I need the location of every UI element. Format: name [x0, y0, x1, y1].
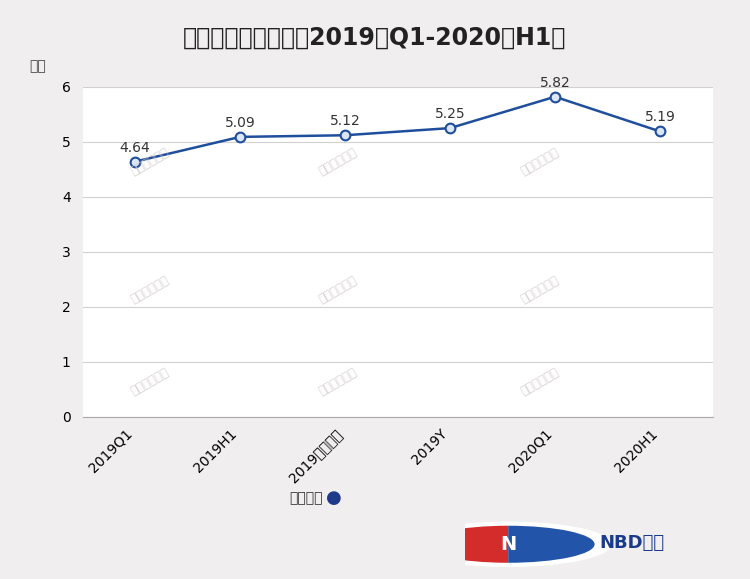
- Text: 万户: 万户: [29, 60, 46, 74]
- Text: 4.64: 4.64: [120, 141, 150, 155]
- Text: N: N: [500, 535, 516, 554]
- Text: NBD数据: NBD数据: [600, 534, 665, 552]
- Text: 5.82: 5.82: [540, 76, 570, 90]
- Text: 每日经济新闻: 每日经济新闻: [128, 273, 172, 306]
- Text: 5.12: 5.12: [330, 114, 360, 128]
- Text: 每日经济新闻: 每日经济新闻: [316, 366, 359, 398]
- Text: 每日经济新闻: 每日经济新闻: [518, 146, 562, 178]
- Text: 5.25: 5.25: [435, 107, 465, 121]
- Text: 5.09: 5.09: [225, 116, 255, 130]
- Text: 每日经济新闻: 每日经济新闻: [128, 366, 172, 398]
- Text: 每日经济新闻: 每日经济新闻: [316, 273, 359, 306]
- Text: 5.19: 5.19: [644, 110, 676, 124]
- Text: 每日经济新闻: 每日经济新闻: [518, 273, 562, 306]
- Text: 每日经济新闻: 每日经济新闻: [128, 146, 172, 178]
- Circle shape: [406, 522, 610, 566]
- Text: 股东户数: 股东户数: [289, 491, 322, 505]
- Text: 每日经济新闻: 每日经济新闻: [316, 146, 359, 178]
- Text: ●: ●: [326, 489, 341, 507]
- Text: 舍得酒业股东户数（2019年Q1-2020年H1）: 舍得酒业股东户数（2019年Q1-2020年H1）: [183, 26, 567, 50]
- Text: 每日经济新闻: 每日经济新闻: [518, 366, 562, 398]
- Wedge shape: [509, 526, 595, 563]
- Wedge shape: [422, 526, 509, 563]
